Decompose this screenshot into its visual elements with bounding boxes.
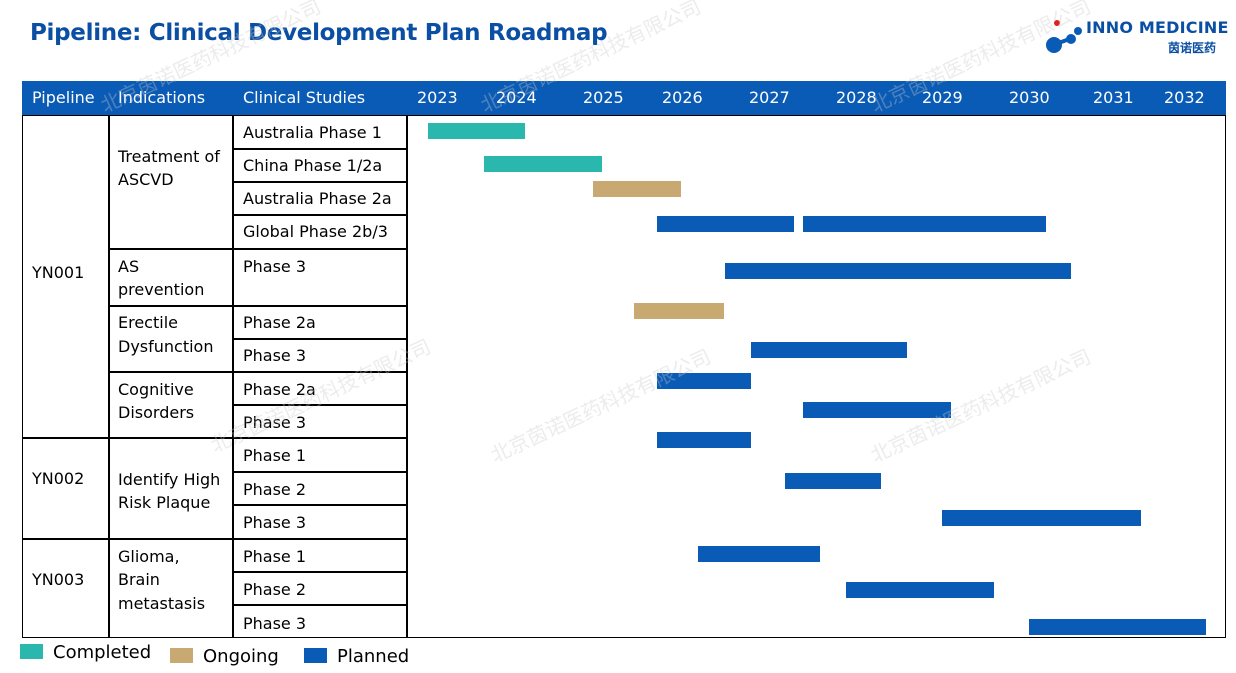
legend-swatch-ongoing <box>170 648 193 663</box>
study-label: Phase 1 <box>243 446 307 465</box>
indication-label: prevention <box>118 280 205 299</box>
study-label: Phase 2a <box>243 380 316 399</box>
row-divider <box>108 305 406 307</box>
col-divider <box>108 115 110 638</box>
row-divider <box>108 248 406 250</box>
company-logo: INNO MEDICINE 茵诺医药 <box>1044 18 1228 58</box>
indication-label: Risk Plaque <box>118 493 211 512</box>
study-label: Phase 3 <box>243 346 307 365</box>
row-divider <box>232 148 406 150</box>
row-divider <box>232 571 406 573</box>
gantt-bar-ongoing <box>633 303 725 319</box>
legend-label: Ongoing <box>203 646 279 667</box>
indication-label: AS <box>118 257 140 276</box>
legend-label: Completed <box>53 642 152 663</box>
study-label: Phase 1 <box>243 547 307 566</box>
indication-label: Treatment of <box>118 147 220 166</box>
row-divider <box>22 437 406 439</box>
row-divider <box>232 404 406 406</box>
gantt-bar-planned <box>802 402 951 418</box>
table-frame <box>22 115 1226 638</box>
legend-label: Planned <box>337 646 410 667</box>
gantt-bar-planned <box>750 342 908 358</box>
row-divider <box>232 504 406 506</box>
gantt-bar-planned <box>657 216 795 232</box>
study-label: Phase 2 <box>243 480 307 499</box>
gantt-bar-planned <box>657 373 751 389</box>
study-label: Phase 3 <box>243 257 307 276</box>
gantt-bar-completed <box>428 123 525 139</box>
study-label: Australia Phase 2a <box>243 189 392 208</box>
logo-name: INNO MEDICINE <box>1086 18 1229 37</box>
indication-label: Identify High <box>118 470 221 489</box>
gantt-bar-planned <box>1029 619 1206 635</box>
study-label: Phase 3 <box>243 413 307 432</box>
legend-swatch-completed <box>20 644 43 659</box>
indication-label: metastasis <box>118 594 206 613</box>
study-label: Australia Phase 1 <box>243 123 382 142</box>
pipeline-label: YN003 <box>32 570 85 589</box>
page-title: Pipeline: Clinical Development Plan Road… <box>30 20 608 46</box>
table-header: Pipeline Indications Clinical Studies 20… <box>22 81 1226 115</box>
legend-swatch-planned <box>304 648 327 663</box>
col-divider <box>232 115 234 638</box>
indication-label: Erectile <box>118 313 178 332</box>
year-label: 2023 <box>417 88 458 107</box>
col-divider <box>406 115 408 638</box>
study-label: Phase 2a <box>243 313 316 332</box>
gantt-bar-planned <box>802 216 1046 232</box>
row-divider <box>232 338 406 340</box>
year-label: 2026 <box>662 88 703 107</box>
gantt-bar-planned <box>657 432 751 448</box>
study-label: Global Phase 2b/3 <box>243 222 388 241</box>
gantt-bar-planned <box>942 510 1141 526</box>
header-pipeline: Pipeline <box>32 88 95 107</box>
row-divider <box>232 181 406 183</box>
indication-label: Glioma, <box>118 547 180 566</box>
year-label: 2027 <box>749 88 790 107</box>
header-studies: Clinical Studies <box>243 88 366 107</box>
molecule-logo-icon <box>1046 20 1082 53</box>
row-divider <box>232 214 406 216</box>
year-label: 2025 <box>583 88 624 107</box>
year-label: 2031 <box>1093 88 1134 107</box>
indication-label: Cognitive <box>118 380 194 399</box>
study-label: Phase 2 <box>243 580 307 599</box>
year-label: 2024 <box>496 88 537 107</box>
pipeline-label: YN001 <box>32 263 85 282</box>
indication-label: Dysfunction <box>118 337 214 356</box>
study-label: Phase 3 <box>243 614 307 633</box>
gantt-bar-completed <box>484 156 602 172</box>
study-label: Phase 3 <box>243 513 307 532</box>
gantt-bar-ongoing <box>593 181 681 197</box>
pipeline-label: YN002 <box>32 469 85 488</box>
year-label: 2030 <box>1009 88 1050 107</box>
year-label: 2032 <box>1164 88 1205 107</box>
logo-sub: 茵诺医药 <box>1168 41 1217 55</box>
study-label: China Phase 1/2a <box>243 156 383 175</box>
gantt-bar-planned <box>698 546 821 562</box>
row-divider <box>108 371 406 373</box>
indication-label: ASCVD <box>118 170 174 189</box>
indication-label: Brain <box>118 570 160 589</box>
row-divider <box>232 604 406 606</box>
row-divider <box>232 471 406 473</box>
year-label: 2028 <box>836 88 877 107</box>
indication-label: Disorders <box>118 403 195 422</box>
row-divider <box>22 538 406 540</box>
gantt-bar-planned <box>785 473 882 489</box>
gantt-bar-planned <box>724 263 1071 279</box>
year-label: 2029 <box>922 88 963 107</box>
header-indications: Indications <box>118 88 206 107</box>
gantt-bar-planned <box>846 582 995 598</box>
